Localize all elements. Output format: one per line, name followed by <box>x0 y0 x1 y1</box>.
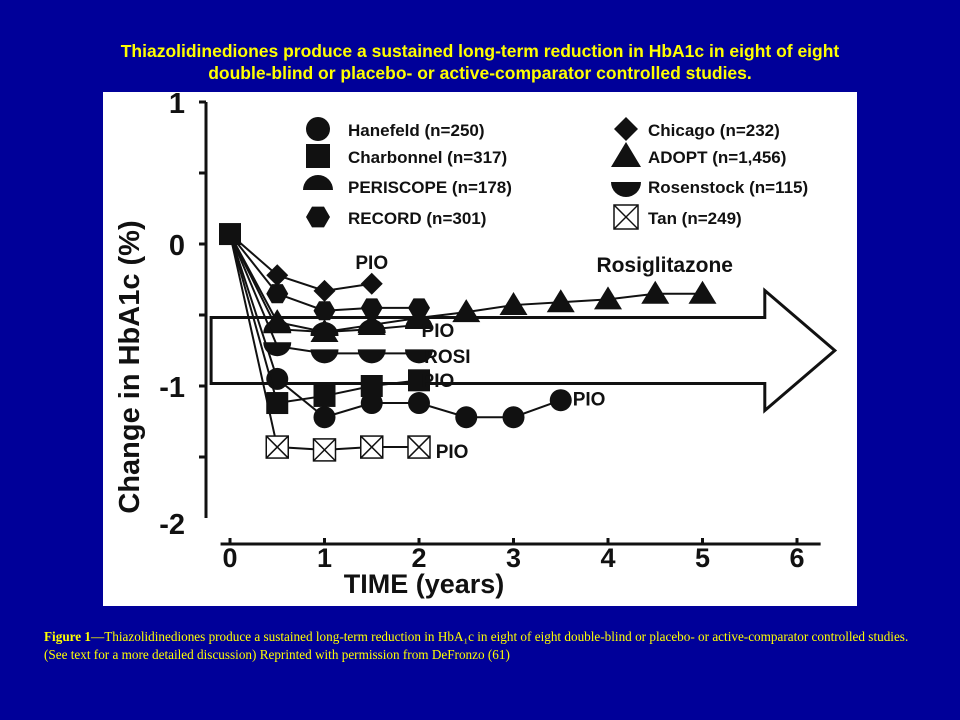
annotation-label: Rosiglitazone <box>596 254 733 277</box>
legend-label: Tan (n=249) <box>648 209 742 228</box>
data-point-adopt <box>594 286 622 310</box>
data-point-rosenstock <box>310 349 339 364</box>
series-rosenstock <box>229 233 433 364</box>
data-point-hanefeld <box>360 392 383 415</box>
legend-label: Hanefeld (n=250) <box>348 121 485 140</box>
caption-label: Figure 1 <box>44 629 92 644</box>
data-point-hanefeld <box>502 406 525 429</box>
data-point-hanefeld <box>455 406 478 429</box>
data-point-record <box>360 298 383 318</box>
legend-marker <box>303 175 333 190</box>
data-point-adopt <box>310 319 339 343</box>
trend-arrow <box>209 287 838 414</box>
series-hanefeld <box>229 233 572 429</box>
data-point-adopt <box>499 292 528 316</box>
data-point-tan-cross <box>265 435 289 459</box>
data-point-adopt <box>641 280 670 304</box>
x-tick-label: 4 <box>600 543 615 573</box>
data-point-rosenstock <box>405 349 433 364</box>
data-point-hanefeld <box>313 406 336 429</box>
data-point-adopt <box>263 309 292 333</box>
y-tick-label: -1 <box>159 372 185 404</box>
y-tick-label: 0 <box>169 230 185 262</box>
legend-marker-cross <box>613 204 639 230</box>
annotation-label: PIO <box>422 371 455 392</box>
data-series <box>219 223 717 462</box>
series-adopt <box>229 233 717 343</box>
y-tick-label: 1 <box>169 92 185 120</box>
annotation-label: PIO <box>355 253 388 274</box>
legend-label: ADOPT (n=1,456) <box>648 148 786 167</box>
legend-label: PERISCOPE (n=178) <box>348 178 512 197</box>
data-point-chicago <box>313 279 336 302</box>
data-point-chicago <box>266 264 289 287</box>
y-axis-label: Change in HbA1c (%) <box>114 220 146 513</box>
legend-marker <box>614 117 638 141</box>
data-point-adopt <box>357 311 386 335</box>
x-tick-label: 2 <box>411 543 426 573</box>
slide-title-line-1: Thiazolidinediones produce a sustained l… <box>120 41 840 61</box>
data-point-charbonnel <box>360 375 383 397</box>
x-tick-label: 6 <box>789 543 804 573</box>
data-point-record <box>266 284 289 304</box>
x-tick-label: 5 <box>695 543 710 573</box>
legend-label: Charbonnel (n=317) <box>348 148 507 167</box>
figure-panel: 1 0 -1 -2 0 1 2 3 4 5 6 PIO Rosiglitazone PIO ROSI PIO… <box>103 92 857 606</box>
data-point-adopt <box>688 280 717 304</box>
y-tick-label: -2 <box>159 509 185 541</box>
chart-legend: Hanefeld (n=250) Charbonnel (n=317) PERISC… <box>303 117 808 230</box>
rosiglitazone-trend-arrow <box>209 287 838 414</box>
series-chicago <box>229 233 383 302</box>
chart-annotations: PIO Rosiglitazone PIO ROSI PIO PIO PIO <box>355 253 733 463</box>
annotation-label: PIO <box>436 442 469 463</box>
legend-marker <box>306 144 330 168</box>
series-line-chicago <box>229 233 372 292</box>
data-point-charbonnel <box>313 384 336 407</box>
x-tick-label: 0 <box>222 543 237 573</box>
series-tan <box>229 233 431 462</box>
legend-label: RECORD (n=301) <box>348 209 486 228</box>
data-point-chicago <box>360 272 383 295</box>
data-point-tan-cross <box>407 435 431 459</box>
annotation-label: PIO <box>422 321 455 342</box>
annotation-label: PIO <box>573 389 606 410</box>
data-point-tan-cross <box>312 438 337 462</box>
slide-title: Thiazolidinediones produce a sustained l… <box>20 40 940 84</box>
legend-label: Chicago (n=232) <box>648 121 780 140</box>
series-charbonnel <box>229 233 430 415</box>
data-point-adopt <box>452 299 481 323</box>
x-tick-label: 3 <box>506 543 521 573</box>
legend-marker <box>611 142 641 167</box>
figure-caption: Figure 1—Thiazolidinediones produce a su… <box>44 628 934 664</box>
data-point-adopt <box>546 289 575 313</box>
data-point-hanefeld <box>549 389 572 412</box>
slide-title-line-2: double-blind or placebo- or active-compa… <box>208 63 752 83</box>
data-point-adopt <box>405 304 433 328</box>
legend-marker <box>611 182 641 197</box>
hba1c-chart: 10-1-20 1 2 3 4 5 6 PIO RosiglitazonePIOROSIPIO… <box>114 92 838 599</box>
data-point-record <box>313 301 336 321</box>
baseline-data-point <box>219 223 241 246</box>
annotation-label: ROSI <box>424 347 470 368</box>
data-point-tan-cross <box>360 435 384 459</box>
data-point-rosenstock <box>357 349 386 364</box>
x-tick-label: 1 <box>317 543 332 573</box>
legend-marker <box>306 206 330 228</box>
caption-text: —Thiazolidinediones produce a sustained … <box>44 629 909 662</box>
data-point-hanefeld <box>408 392 430 415</box>
x-axis-label: TIME (years) <box>344 569 505 599</box>
data-point-charbonnel <box>266 392 289 415</box>
legend-marker <box>306 117 330 141</box>
legend-label: Rosenstock (n=115) <box>648 178 808 197</box>
data-point-charbonnel <box>408 369 430 392</box>
data-point-rosenstock <box>263 342 292 357</box>
chart-axes: 1 0 -1 -2 0 1 2 3 4 5 6 <box>159 92 821 573</box>
